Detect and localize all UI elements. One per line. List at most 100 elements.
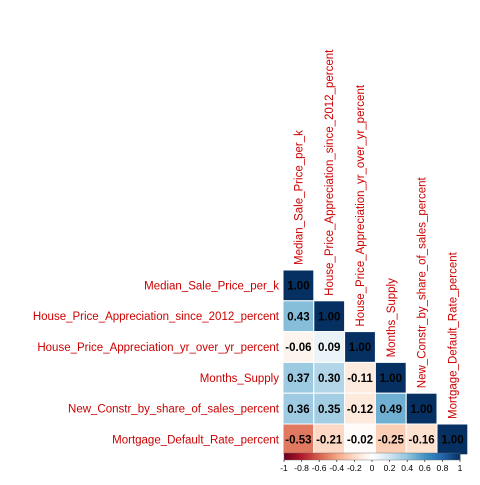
- legend-swatch-26: [336, 453, 339, 460]
- legend-tick-label-2: -0.6: [312, 463, 327, 473]
- legend-swatch-37: [358, 453, 361, 460]
- cell-value-label-4-1: 0.35: [318, 404, 341, 416]
- cell-value-label-5-4: -0.16: [408, 435, 434, 447]
- legend-swatch-30: [344, 453, 347, 460]
- legend-swatch-39: [362, 453, 365, 460]
- legend-swatch-29: [342, 453, 345, 460]
- cell-value-label-1-1: 1.00: [318, 311, 340, 323]
- legend-swatch-49: [382, 453, 385, 460]
- cell-value-label-3-1: 0.30: [318, 373, 340, 385]
- legend-swatch-83: [450, 453, 453, 460]
- legend-swatch-51: [386, 453, 389, 460]
- legend-swatch-8: [300, 453, 303, 460]
- column-label-1: House_Price_Appreciation_since_2012_perc…: [324, 49, 336, 296]
- legend-swatch-69: [422, 453, 425, 460]
- legend-swatch-50: [384, 453, 387, 460]
- legend-swatch-43: [370, 453, 373, 460]
- row-label-2: House_Price_Appreciation_yr_over_yr_perc…: [37, 342, 279, 354]
- legend-swatch-76: [436, 453, 439, 460]
- legend-swatch-79: [442, 453, 445, 460]
- legend-swatch-58: [400, 453, 403, 460]
- legend-swatch-7: [298, 453, 301, 460]
- legend-swatch-87: [458, 453, 461, 460]
- legend-swatch-59: [402, 453, 405, 460]
- row-label-0: Median_Sale_Price_per_k: [144, 280, 279, 292]
- cell-value-label-4-2: -0.12: [347, 404, 373, 416]
- legend-swatch-0: [284, 453, 287, 460]
- legend-swatch-67: [418, 453, 421, 460]
- row-label-3: Months_Supply: [200, 373, 280, 385]
- heatmap-cell-5-4: [405, 423, 438, 456]
- legend-swatch-14: [312, 453, 315, 460]
- legend-swatch-33: [350, 453, 353, 460]
- legend-swatch-34: [352, 453, 355, 460]
- legend-swatch-55: [394, 453, 397, 460]
- cell-value-label-5-1: -0.21: [316, 435, 343, 447]
- legend-swatch-24: [332, 453, 335, 460]
- heatmap-cell-0-0: [282, 269, 315, 302]
- legend-swatch-84: [452, 453, 455, 460]
- legend-swatch-4: [292, 453, 295, 460]
- heatmap-cell-5-0: [282, 423, 315, 456]
- column-label-5: Mortgage_Default_Rate_percent: [447, 251, 459, 419]
- legend-tick-label-1: -0.8: [294, 463, 309, 473]
- legend-swatch-85: [454, 453, 457, 460]
- legend-swatch-82: [448, 453, 451, 460]
- cell-value-label-4-4: 1.00: [410, 404, 432, 416]
- legend-tick-label-10: 1: [458, 463, 463, 473]
- heatmap-cell-5-1: [313, 423, 346, 456]
- legend-swatch-72: [428, 453, 431, 460]
- legend-swatch-47: [378, 453, 381, 460]
- cell-value-label-2-2: 1.00: [349, 342, 371, 354]
- legend-swatch-6: [296, 453, 299, 460]
- legend-swatch-40: [364, 453, 367, 460]
- legend-swatch-35: [354, 453, 357, 460]
- legend-swatch-9: [302, 453, 305, 460]
- legend-tick-label-3: -0.4: [329, 463, 344, 473]
- heatmap-cell-4-3: [374, 392, 407, 425]
- legend-swatch-19: [322, 453, 325, 460]
- legend-swatch-11: [306, 453, 309, 460]
- legend-swatch-22: [328, 453, 331, 460]
- row-label-4: New_Constr_by_share_of_sales_percent: [68, 404, 280, 416]
- legend-swatch-73: [430, 453, 433, 460]
- legend-swatch-15: [314, 453, 317, 460]
- cell-value-label-3-3: 1.00: [380, 373, 402, 385]
- cell-value-label-4-0: 0.36: [287, 404, 309, 416]
- column-label-2: House_Price_Appreciation_yr_over_yr_perc…: [355, 84, 367, 326]
- row-label-1: House_Price_Appreciation_since_2012_perc…: [33, 311, 280, 323]
- legend-swatch-60: [404, 453, 407, 460]
- legend-swatch-12: [308, 453, 311, 460]
- legend-swatch-62: [408, 453, 411, 460]
- legend-swatch-74: [432, 453, 435, 460]
- cell-value-label-2-0: -0.06: [285, 342, 311, 354]
- cell-value-label-2-1: 0.09: [318, 342, 340, 354]
- legend-swatch-78: [440, 453, 443, 460]
- legend-swatch-41: [366, 453, 369, 460]
- legend-swatch-52: [388, 453, 391, 460]
- legend-swatch-63: [410, 453, 413, 460]
- cell-value-label-0-0: 1.00: [287, 281, 309, 293]
- column-label-4: New_Constr_by_share_of_sales_percent: [417, 176, 429, 388]
- legend-swatch-2: [288, 453, 291, 460]
- legend-swatch-1: [286, 453, 289, 460]
- legend-swatch-3: [290, 453, 293, 460]
- legend-tick-label-9: 0.8: [436, 463, 448, 473]
- legend-swatch-80: [444, 453, 447, 460]
- legend-swatch-13: [310, 453, 313, 460]
- legend-swatch-71: [426, 453, 429, 460]
- legend-swatch-16: [316, 453, 319, 460]
- legend-swatch-48: [380, 453, 383, 460]
- legend-swatch-70: [424, 453, 427, 460]
- heatmap-cell-2-2: [344, 331, 376, 363]
- legend-swatch-53: [390, 453, 393, 460]
- legend-tick-label-0: -1: [280, 463, 288, 473]
- heatmap-cell-1-0: [282, 300, 315, 333]
- legend-swatch-20: [324, 453, 327, 460]
- legend-swatch-66: [416, 453, 419, 460]
- legend-swatch-42: [368, 453, 371, 460]
- legend-swatch-54: [392, 453, 395, 460]
- legend-swatch-21: [326, 453, 329, 460]
